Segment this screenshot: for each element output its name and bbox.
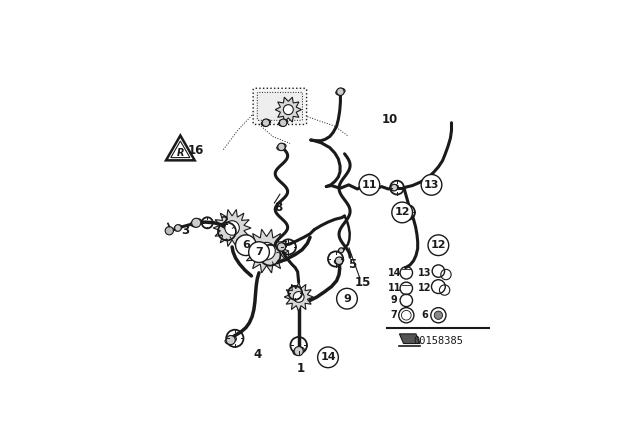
Text: 12: 12 <box>394 207 410 217</box>
Text: 8: 8 <box>274 201 282 214</box>
Circle shape <box>400 209 408 216</box>
Text: 6: 6 <box>421 310 428 320</box>
Circle shape <box>280 119 287 126</box>
Circle shape <box>294 347 303 356</box>
Circle shape <box>317 347 339 368</box>
Circle shape <box>335 257 343 264</box>
Text: 1: 1 <box>296 362 305 375</box>
Circle shape <box>359 174 380 195</box>
Text: 6: 6 <box>242 240 250 250</box>
Circle shape <box>391 184 397 191</box>
Text: 5: 5 <box>348 258 356 271</box>
Text: 9: 9 <box>343 294 351 304</box>
Text: 00158385: 00158385 <box>413 336 463 346</box>
FancyBboxPatch shape <box>257 92 303 121</box>
Circle shape <box>293 292 304 302</box>
Text: 7: 7 <box>255 247 263 257</box>
Circle shape <box>428 235 449 255</box>
Text: 12: 12 <box>431 240 446 250</box>
Text: 10: 10 <box>382 113 398 126</box>
Circle shape <box>249 242 269 263</box>
FancyBboxPatch shape <box>253 88 307 125</box>
Text: 11: 11 <box>362 180 377 190</box>
Polygon shape <box>399 334 420 344</box>
Text: 13: 13 <box>424 180 439 190</box>
Circle shape <box>225 221 239 235</box>
Text: 11: 11 <box>387 283 401 293</box>
Text: 9: 9 <box>391 295 397 306</box>
Text: 12: 12 <box>418 283 431 293</box>
Text: 3: 3 <box>180 224 189 237</box>
Circle shape <box>284 105 293 115</box>
Circle shape <box>175 224 181 231</box>
Text: 14: 14 <box>387 268 401 278</box>
Circle shape <box>278 143 285 151</box>
Circle shape <box>262 119 269 126</box>
Text: 2: 2 <box>220 215 228 228</box>
Circle shape <box>277 243 285 251</box>
Circle shape <box>165 227 173 235</box>
Text: 13: 13 <box>418 268 431 278</box>
Circle shape <box>435 311 442 319</box>
Text: 14: 14 <box>320 352 336 362</box>
Polygon shape <box>213 210 251 246</box>
Circle shape <box>337 289 357 309</box>
Text: 7: 7 <box>391 310 397 320</box>
Circle shape <box>236 235 256 255</box>
Text: R: R <box>177 148 184 159</box>
Polygon shape <box>284 283 313 311</box>
Circle shape <box>226 336 236 345</box>
Circle shape <box>339 248 344 253</box>
Text: 15: 15 <box>355 276 371 289</box>
Circle shape <box>258 242 275 260</box>
Polygon shape <box>275 97 301 122</box>
Text: 16: 16 <box>188 144 204 157</box>
Polygon shape <box>244 229 289 273</box>
Circle shape <box>191 218 201 227</box>
Circle shape <box>392 202 413 223</box>
Circle shape <box>337 88 344 95</box>
Circle shape <box>421 174 442 195</box>
Text: 4: 4 <box>253 348 261 361</box>
